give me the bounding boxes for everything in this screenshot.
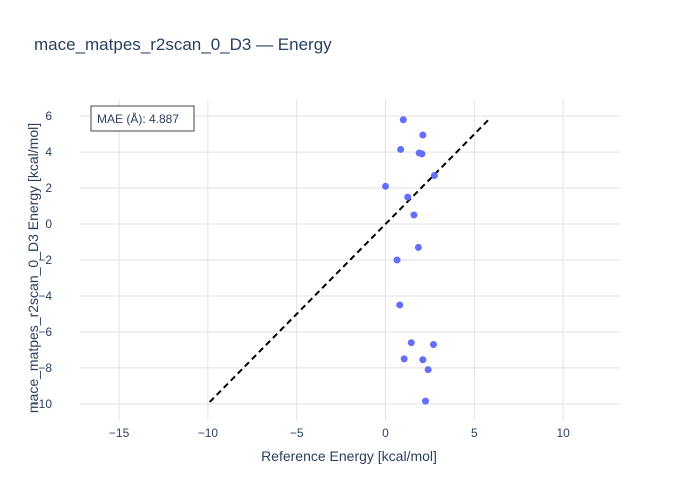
data-point bbox=[419, 356, 427, 364]
chart-title: mace_matpes_r2scan_0_D3 — Energy bbox=[34, 35, 332, 54]
y-tick-label: −10 bbox=[32, 397, 53, 411]
data-point bbox=[400, 355, 408, 363]
data-points bbox=[382, 116, 438, 405]
y-tick-label: −6 bbox=[38, 325, 52, 339]
y-tick-label: 4 bbox=[45, 145, 52, 159]
data-point bbox=[399, 116, 407, 124]
data-point bbox=[393, 256, 401, 264]
annotation-text: MAE (Å): 4.887 bbox=[97, 111, 179, 126]
data-point bbox=[404, 193, 412, 201]
y-tick-label: 0 bbox=[45, 217, 52, 231]
gridlines bbox=[80, 100, 620, 420]
y-tick-labels: −10 −8 −6 −4 −2 0 2 4 6 bbox=[32, 109, 53, 411]
x-tick-label: 0 bbox=[382, 426, 389, 440]
data-point bbox=[407, 339, 415, 347]
data-point bbox=[382, 182, 390, 190]
x-axis-title: Reference Energy [kcal/mol] bbox=[261, 448, 437, 464]
y-tick-label: 2 bbox=[45, 181, 52, 195]
data-point bbox=[410, 211, 418, 219]
data-point bbox=[421, 397, 429, 405]
y-tick-label: −8 bbox=[38, 361, 52, 375]
x-tick-label: −15 bbox=[109, 426, 130, 440]
annotation-box bbox=[90, 105, 195, 132]
data-point bbox=[419, 131, 427, 139]
data-point bbox=[429, 340, 437, 348]
data-point bbox=[424, 366, 432, 374]
y-tick-label: −4 bbox=[38, 289, 52, 303]
x-tick-label: 10 bbox=[556, 426, 570, 440]
reference-line-group bbox=[208, 119, 490, 403]
y-tick-label: 6 bbox=[45, 109, 52, 123]
data-point bbox=[414, 243, 422, 251]
x-tick-label: −10 bbox=[198, 426, 219, 440]
x-tick-labels: −15 −10 −5 0 5 10 bbox=[109, 426, 570, 440]
x-tick-label: 5 bbox=[471, 426, 478, 440]
y-axis-title: mace_matpes_r2scan_0_D3 Energy [kcal/mol… bbox=[25, 123, 41, 413]
mae-annotation: MAE (Å): 4.887 bbox=[90, 105, 195, 132]
data-point bbox=[418, 150, 426, 158]
data-point bbox=[430, 172, 438, 180]
y-tick-label: −2 bbox=[38, 253, 52, 267]
x-tick-label: −5 bbox=[290, 426, 304, 440]
data-point bbox=[397, 145, 405, 153]
reference-line bbox=[208, 119, 490, 403]
data-point bbox=[396, 301, 404, 309]
